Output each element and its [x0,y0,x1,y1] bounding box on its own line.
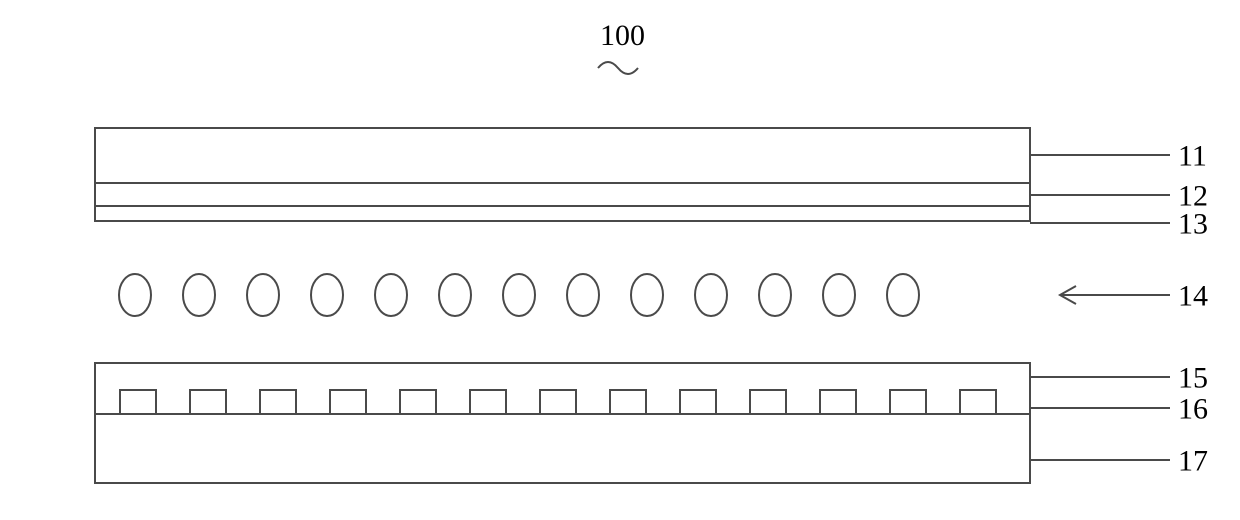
lc-ellipse [439,274,471,316]
pixel-electrode [470,390,506,414]
layer-12 [95,183,1030,206]
lc-ellipse-row [119,274,919,316]
pixel-electrode [330,390,366,414]
label-11: 11 [1178,140,1207,173]
leader-14: 14 [1060,280,1208,313]
pixel-electrode [820,390,856,414]
pixel-electrode [120,390,156,414]
label-17: 17 [1178,445,1208,478]
lc-ellipse [567,274,599,316]
lc-ellipse [375,274,407,316]
lc-ellipse [823,274,855,316]
pixel-electrode [260,390,296,414]
label-15: 15 [1178,362,1208,395]
pixel-electrode [610,390,646,414]
lc-ellipse [759,274,791,316]
lc-ellipse [311,274,343,316]
pixel-electrode [750,390,786,414]
lc-ellipse [503,274,535,316]
pixel-electrode [190,390,226,414]
pixel-electrode [400,390,436,414]
figure-number-tilde [598,62,638,74]
layer-13 [95,206,1030,221]
lc-ellipse [695,274,727,316]
pixel-electrode [960,390,996,414]
leader-15: 15 [1030,362,1208,395]
pixel-electrode-row [120,390,996,414]
lc-ellipse [119,274,151,316]
bottom-stack-outline [95,363,1030,483]
lc-ellipse [631,274,663,316]
leader-11: 11 [1030,140,1207,173]
lc-ellipse [247,274,279,316]
figure-number: 100 [600,19,645,52]
leader-17: 17 [1030,445,1208,478]
pixel-electrode [890,390,926,414]
leader-13: 13 [1030,208,1208,241]
leader-16: 16 [1030,393,1208,426]
label-13: 13 [1178,208,1208,241]
label-16: 16 [1178,393,1208,426]
pixel-electrode [540,390,576,414]
layer-11 [95,128,1030,183]
pixel-electrode [680,390,716,414]
label-14: 14 [1178,280,1208,313]
lc-ellipse [887,274,919,316]
lc-ellipse [183,274,215,316]
